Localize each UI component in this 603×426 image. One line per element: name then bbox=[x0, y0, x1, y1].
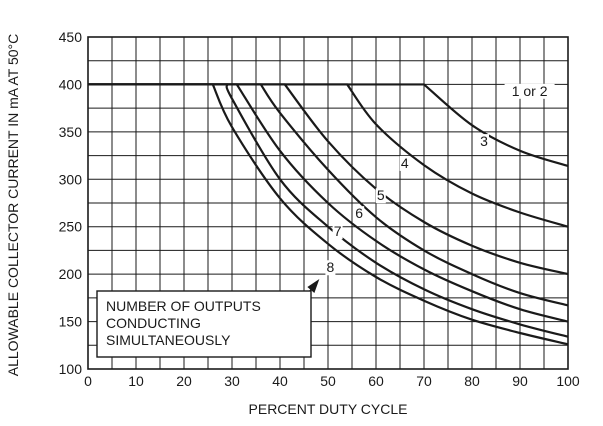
curve-label-backing bbox=[325, 260, 336, 276]
curve-label: 7 bbox=[334, 223, 342, 239]
x-tick-label: 90 bbox=[512, 373, 528, 389]
curve-label-backing bbox=[332, 224, 343, 240]
curve-1-or-2 bbox=[88, 83, 569, 168]
x-tick-label: 20 bbox=[176, 373, 192, 389]
y-tick-label: 250 bbox=[59, 219, 83, 235]
curve-label: 5 bbox=[377, 187, 385, 203]
x-axis-title: PERCENT DUTY CYCLE bbox=[249, 401, 408, 417]
y-axis-title: ALLOWABLE COLLECTOR CURRENT IN mA AT 50°… bbox=[5, 34, 21, 376]
callout-line: CONDUCTING bbox=[106, 315, 201, 331]
curve-label-backing bbox=[375, 188, 386, 204]
curve-label-backing bbox=[479, 134, 489, 150]
x-tick-label: 0 bbox=[84, 373, 92, 389]
curve-label: 3 bbox=[480, 133, 488, 149]
curve-8 bbox=[88, 83, 569, 346]
y-tick-label: 300 bbox=[59, 171, 83, 187]
y-tick-label: 100 bbox=[59, 361, 83, 377]
y-tick-label: 400 bbox=[59, 76, 83, 92]
curves bbox=[88, 83, 569, 346]
y-tick-label: 150 bbox=[59, 314, 83, 330]
curve-label: 1 or 2 bbox=[512, 83, 548, 99]
curve-label-backing bbox=[399, 155, 410, 171]
callout-arrowhead bbox=[307, 278, 320, 293]
x-tick-label: 50 bbox=[320, 373, 336, 389]
curve-label-backing bbox=[354, 206, 365, 222]
y-tick-label: 450 bbox=[59, 29, 83, 45]
curve-label: 8 bbox=[327, 259, 335, 275]
curve-5 bbox=[88, 83, 569, 307]
curve-6 bbox=[88, 83, 569, 323]
callout-box bbox=[96, 290, 312, 358]
plot-frame bbox=[87, 36, 569, 370]
y-tick-label: 350 bbox=[59, 124, 83, 140]
x-tick-label: 10 bbox=[128, 373, 144, 389]
x-tick-label: 70 bbox=[416, 373, 432, 389]
curve-label: 6 bbox=[355, 205, 363, 221]
x-tick-label: 80 bbox=[464, 373, 480, 389]
curve-3 bbox=[88, 83, 569, 228]
curve-7 bbox=[88, 83, 569, 338]
curve-label: 4 bbox=[401, 155, 409, 171]
outputs-callout: NUMBER OF OUTPUTSCONDUCTINGSIMULTANEOUSL… bbox=[96, 278, 320, 358]
y-tick-label: 200 bbox=[59, 266, 83, 282]
curve-4 bbox=[88, 83, 569, 276]
x-tick-label: 30 bbox=[224, 373, 240, 389]
callout-line: SIMULTANEOUSLY bbox=[106, 332, 231, 348]
x-tick-label: 60 bbox=[368, 373, 384, 389]
curve-label-backing bbox=[504, 83, 555, 99]
tick-labels: 0 10 20 30 40 50 60 70 80 90 100 100 150 200 250 300 350… bbox=[59, 29, 580, 389]
callout-line: NUMBER OF OUTPUTS bbox=[106, 298, 261, 314]
x-tick-label: 100 bbox=[556, 373, 580, 389]
x-tick-label: 40 bbox=[272, 373, 288, 389]
